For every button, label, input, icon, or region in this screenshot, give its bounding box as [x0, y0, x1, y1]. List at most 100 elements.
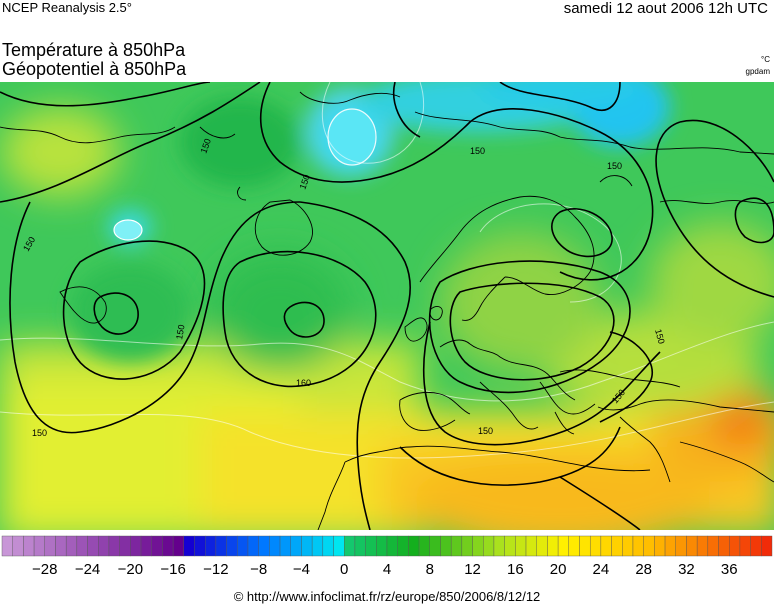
color-scale-box — [23, 535, 35, 557]
color-scale-box — [418, 535, 430, 557]
color-scale-box — [589, 535, 602, 557]
color-scale-box — [429, 535, 441, 557]
color-scale-box — [226, 535, 238, 557]
color-scale-box — [493, 535, 505, 557]
color-scale-box — [729, 535, 741, 557]
contour-label: 150 — [198, 137, 213, 155]
contour-label: 150 — [607, 161, 622, 171]
color-scale-box — [151, 535, 163, 557]
color-scale-box — [525, 535, 537, 557]
color-scale-box — [547, 535, 559, 557]
color-scale-box — [76, 535, 88, 557]
contour-label: 150 — [174, 324, 186, 341]
color-scale-box — [440, 535, 452, 557]
color-scale-box — [258, 535, 270, 557]
color-scale-box — [162, 535, 174, 557]
scale-tick-label: 24 — [593, 561, 610, 578]
color-scale: −28 −24 −20 −16 −12 −8 −4 0 4 8 12 16 20… — [1, 535, 773, 578]
color-scale-box — [247, 535, 259, 557]
color-scale-box — [183, 535, 195, 557]
unit-temperature: °C — [761, 55, 770, 64]
contour-label: 150 — [32, 428, 47, 438]
color-scale-box — [33, 535, 45, 557]
color-scale-box — [483, 535, 495, 557]
color-scale-box — [1, 535, 13, 557]
scale-tick-label: 28 — [635, 561, 652, 578]
credit-url[interactable]: © http://www.infoclimat.fr/rz/europe/850… — [233, 589, 541, 604]
weather-map: 150 150 150 150 150 150 150 150 150 150 … — [0, 82, 774, 530]
color-scale-box — [397, 535, 409, 557]
color-scale-box — [215, 535, 227, 557]
color-scale-box — [119, 535, 131, 557]
color-scale-box — [333, 535, 345, 557]
color-scale-box — [237, 535, 249, 557]
color-scale-box — [750, 535, 762, 557]
color-scale-box — [344, 535, 356, 557]
coastlines — [0, 91, 774, 530]
color-scale-box — [632, 535, 644, 557]
color-scale-box — [311, 535, 324, 557]
color-scale-box — [204, 535, 217, 557]
color-scale-box — [354, 535, 366, 557]
color-scale-box — [686, 535, 698, 557]
color-scale-box — [450, 535, 463, 557]
scale-tick-label: 32 — [678, 561, 695, 578]
scale-tick-label: −8 — [250, 561, 267, 578]
color-scale-box — [579, 535, 591, 557]
color-scale-box — [269, 535, 281, 557]
color-scale-box — [643, 535, 655, 557]
contour-label: 150 — [478, 426, 493, 436]
color-scale-box — [44, 535, 56, 557]
color-scale-box — [675, 535, 687, 557]
color-scale-box — [611, 535, 623, 557]
scale-tick-label: −20 — [118, 561, 143, 578]
color-scale-box — [696, 535, 709, 557]
scale-tick-label: 36 — [721, 561, 738, 578]
color-scale-box — [761, 535, 773, 557]
temperature-field: 150 150 150 150 150 150 150 150 150 150 … — [0, 82, 774, 530]
reanalysis-source: NCEP Reanalysis 2.5° — [2, 0, 132, 15]
scale-tick-label: 20 — [550, 561, 567, 578]
scale-tick-label: −4 — [293, 561, 310, 578]
color-scale-box — [301, 535, 313, 557]
color-scale-box — [65, 535, 78, 557]
color-scale-box — [55, 535, 67, 557]
color-scale-box — [739, 535, 751, 557]
color-scale-box — [87, 535, 99, 557]
color-scale-box — [472, 535, 484, 557]
scale-tick-label: −16 — [160, 561, 185, 578]
scale-tick-label: 8 — [426, 561, 434, 578]
color-scale-box — [12, 535, 24, 557]
color-scale-ticks: −28 −24 −20 −16 −12 −8 −4 0 4 8 12 16 20… — [32, 561, 738, 578]
title-geopotential: Géopotentiel à 850hPa — [2, 59, 187, 79]
color-scale-box — [365, 535, 377, 557]
contour-label: 160 — [296, 378, 311, 388]
color-scale-box — [140, 535, 152, 557]
scale-tick-label: −12 — [203, 561, 228, 578]
color-scale-box — [536, 535, 548, 557]
scale-tick-label: −28 — [32, 561, 57, 578]
scale-tick-label: −24 — [75, 561, 100, 578]
contour-label: 150 — [297, 173, 312, 191]
color-scale-box — [279, 535, 291, 557]
scale-tick-label: 12 — [464, 561, 481, 578]
geopotential-contours — [0, 82, 774, 530]
color-scale-box — [461, 535, 473, 557]
color-scale-box — [654, 535, 666, 557]
color-scale-box — [130, 535, 142, 557]
color-scale-box — [718, 535, 730, 557]
scale-tick-label: 0 — [340, 561, 348, 578]
color-scale-box — [108, 535, 120, 557]
color-scale-box — [504, 535, 516, 557]
color-scale-box — [290, 535, 302, 557]
contour-label: 150 — [470, 146, 485, 156]
color-scale-box — [408, 535, 420, 557]
color-scale-box — [376, 535, 388, 557]
contour-label: 150 — [653, 328, 667, 345]
color-scale-box — [664, 535, 676, 557]
unit-geopotential: gpdam — [745, 67, 770, 76]
color-scale-box — [322, 535, 334, 557]
color-scale-box — [194, 535, 206, 557]
date-time: samedi 12 aout 2006 12h UTC — [563, 0, 768, 17]
color-scale-boxes — [1, 535, 773, 557]
